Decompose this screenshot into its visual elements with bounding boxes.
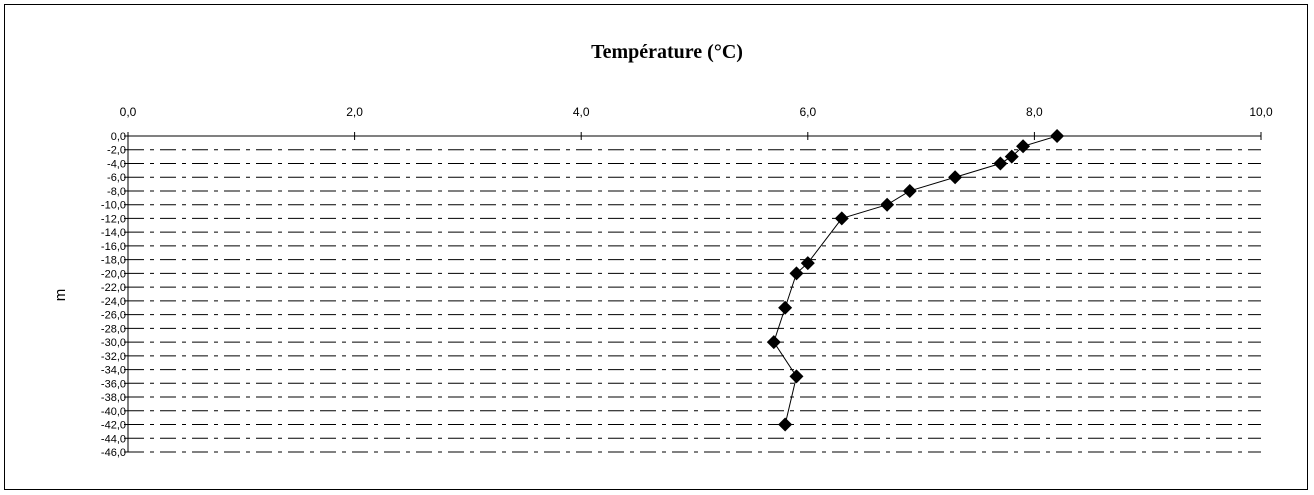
chart-title: Température (°C) [591, 41, 743, 63]
x-tick-label: 10,0 [1249, 105, 1273, 119]
y-tick-label: -6,0 [107, 172, 126, 184]
data-point-marker [789, 266, 804, 281]
series-line [773, 135, 1058, 425]
x-tick-label: 6,0 [799, 105, 816, 119]
data-point-marker [948, 170, 963, 185]
series-depth-temperature [766, 129, 1065, 432]
temperature-chart: Température (°C) 0,0 2,0 4,0 6,0 8,0 10,0 0,0… [52, 41, 1273, 459]
y-tick-label: -12,0 [101, 213, 126, 225]
y-tick-label: -18,0 [101, 255, 126, 267]
y-tick-label: -28,0 [101, 323, 126, 335]
y-tick-label: -14,0 [101, 227, 126, 239]
y-tick-label: 0,0 [111, 131, 126, 143]
y-tick-label: -34,0 [101, 365, 126, 377]
data-point-marker [800, 256, 815, 271]
y-tick-label: -40,0 [101, 406, 126, 418]
y-tick-label: -4,0 [107, 158, 126, 170]
data-point-marker [778, 417, 793, 432]
y-tick-label: -38,0 [101, 392, 126, 404]
y-tick-label: -30,0 [101, 337, 126, 349]
y-tick-label: -8,0 [107, 186, 126, 198]
x-tick-label: 4,0 [573, 105, 590, 119]
x-tick-label: 8,0 [1026, 105, 1043, 119]
data-point-marker [1050, 129, 1065, 143]
y-tick-label: -10,0 [101, 200, 126, 212]
y-tick-label: -16,0 [101, 241, 126, 253]
x-tick-label: 0,0 [120, 105, 137, 119]
y-tick-label: -2,0 [107, 145, 126, 157]
y-tick-label: -44,0 [101, 433, 126, 445]
data-point-marker [778, 300, 793, 315]
data-point-marker [1004, 149, 1019, 164]
y-tick-label: -20,0 [101, 268, 126, 280]
data-point-marker [880, 197, 895, 212]
axes [127, 135, 1261, 452]
y-tick-label: -26,0 [101, 310, 126, 322]
data-point-marker [834, 211, 849, 226]
y-tick-label: -36,0 [101, 378, 126, 390]
y-tick-label: -42,0 [101, 420, 126, 432]
data-point-marker [1016, 139, 1031, 154]
y-tick-label: -24,0 [101, 296, 126, 308]
x-tick-labels: 0,0 2,0 4,0 6,0 8,0 10,0 [120, 105, 1273, 140]
data-point-marker [789, 369, 804, 384]
x-tick-label: 2,0 [346, 105, 363, 119]
y-tick-label: -32,0 [101, 351, 126, 363]
y-tick-label: -46,0 [101, 447, 126, 459]
data-point-marker [902, 183, 917, 198]
grid-lines [128, 149, 1261, 453]
y-tick-label: -22,0 [101, 282, 126, 294]
y-axis-title: m [52, 289, 69, 302]
chart-frame: Température (°C) 0,0 2,0 4,0 6,0 8,0 10,0 0,0… [4, 4, 1308, 490]
y-tick-labels: 0,0 -2,0-4,0 -6,0 -8,0 -10,0-12,0 -14,0 -16,0 -… [101, 131, 128, 459]
data-point-marker [766, 335, 781, 350]
data-point-marker [993, 156, 1008, 171]
